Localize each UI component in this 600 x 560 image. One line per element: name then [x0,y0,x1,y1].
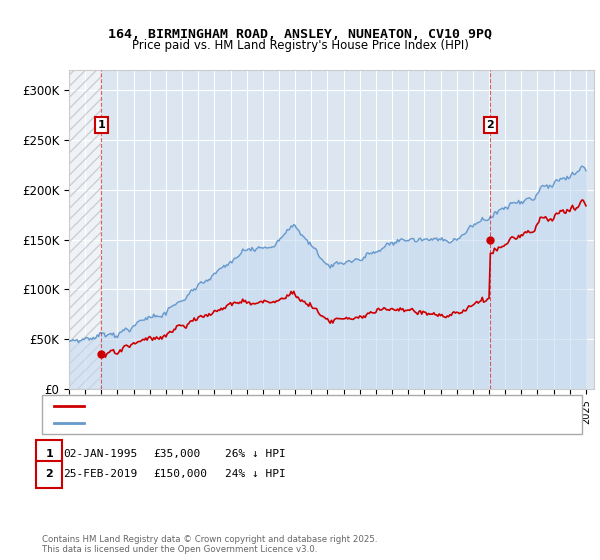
Text: 26% ↓ HPI: 26% ↓ HPI [225,449,286,459]
Text: Contains HM Land Registry data © Crown copyright and database right 2025.
This d: Contains HM Land Registry data © Crown c… [42,535,377,554]
Text: 1: 1 [46,449,53,459]
Text: £150,000: £150,000 [153,469,207,479]
Text: 164, BIRMINGHAM ROAD, ANSLEY, NUNEATON, CV10 9PQ (semi-detached house): 164, BIRMINGHAM ROAD, ANSLEY, NUNEATON, … [87,401,492,411]
Text: HPI: Average price, semi-detached house, North Warwickshire: HPI: Average price, semi-detached house,… [87,418,396,428]
Text: 24% ↓ HPI: 24% ↓ HPI [225,469,286,479]
Text: 02-JAN-1995: 02-JAN-1995 [63,449,137,459]
Bar [69,70,101,389]
Text: Price paid vs. HM Land Registry's House Price Index (HPI): Price paid vs. HM Land Registry's House … [131,39,469,53]
Text: 2: 2 [487,120,494,130]
Text: 2: 2 [46,469,53,479]
Text: 164, BIRMINGHAM ROAD, ANSLEY, NUNEATON, CV10 9PQ: 164, BIRMINGHAM ROAD, ANSLEY, NUNEATON, … [108,28,492,41]
Text: 25-FEB-2019: 25-FEB-2019 [63,469,137,479]
Text: 1: 1 [97,120,105,130]
Text: £35,000: £35,000 [153,449,200,459]
